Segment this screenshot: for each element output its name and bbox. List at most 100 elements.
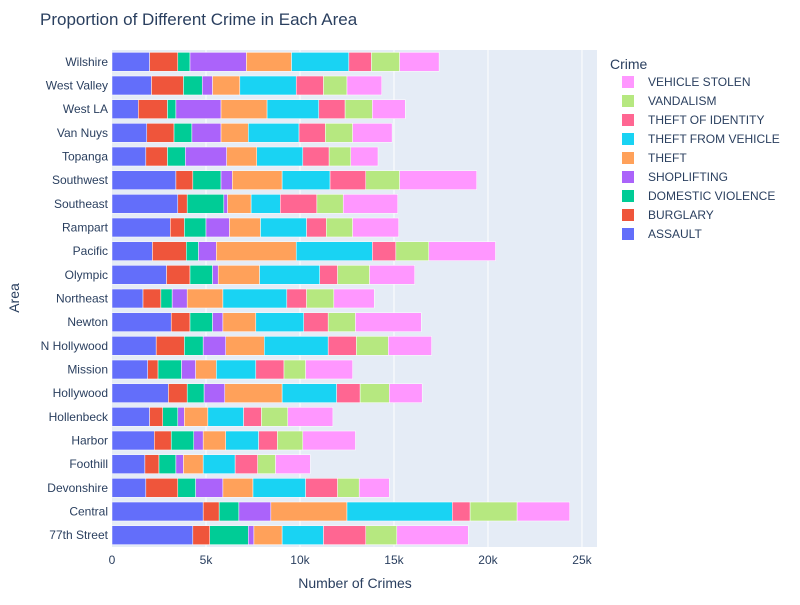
bar-segment xyxy=(277,430,304,451)
bar-segment xyxy=(226,146,257,167)
y-tick-label: Mission xyxy=(67,363,108,377)
bar-segment xyxy=(111,312,172,332)
bars xyxy=(111,52,570,545)
y-tick-label: Southeast xyxy=(54,197,109,211)
bar-segment xyxy=(151,75,184,96)
bar-segment xyxy=(170,217,185,238)
bar-segment xyxy=(218,501,240,522)
bar-segment xyxy=(146,123,175,143)
bar-segment xyxy=(372,241,397,261)
bar-segment xyxy=(170,312,191,332)
bar-segment xyxy=(220,99,268,119)
bar-segment xyxy=(232,170,283,190)
bar-segment xyxy=(516,501,570,522)
bar-segment xyxy=(279,194,318,214)
bar-segment xyxy=(319,265,338,285)
bar-segment xyxy=(365,170,400,190)
legend-label: THEFT FROM VEHICLE xyxy=(648,132,780,146)
bar-segment xyxy=(225,430,259,451)
bar-segment xyxy=(248,123,300,143)
bar-segment xyxy=(306,217,327,238)
bar-segment xyxy=(144,454,160,474)
bar-segment xyxy=(154,430,172,451)
bar-segment xyxy=(111,265,167,285)
bar-segment xyxy=(286,288,307,309)
legend-label: THEFT xyxy=(648,151,687,165)
bar-segment xyxy=(344,99,373,119)
bar-segment xyxy=(145,146,168,167)
bar-segment xyxy=(281,383,337,403)
y-tick-label: Olympic xyxy=(65,268,108,282)
bar-segment xyxy=(202,501,220,522)
bar-segment xyxy=(186,288,224,309)
bar-segment xyxy=(111,525,194,545)
bar-segment xyxy=(111,123,148,143)
y-tick-label: N Hollywood xyxy=(41,339,108,353)
y-tick-label: Harbor xyxy=(71,434,108,448)
bar-segment xyxy=(184,336,204,356)
bar-segment xyxy=(166,265,191,285)
y-tick-label: West LA xyxy=(63,102,108,116)
bar-segment xyxy=(111,407,150,427)
bar-segment xyxy=(142,288,162,309)
bar-segment xyxy=(303,312,329,332)
bar-segment xyxy=(175,170,194,190)
bar-segment xyxy=(149,52,179,72)
bar-segment xyxy=(209,525,249,545)
bar-segment xyxy=(175,99,222,119)
bar-segment xyxy=(177,407,185,427)
bar-segment xyxy=(111,241,153,261)
bar-segment xyxy=(295,241,373,261)
bar-segment xyxy=(222,478,254,498)
y-tick-label: Northeast xyxy=(56,292,109,306)
bar-segment xyxy=(171,288,188,309)
legend: Crime VEHICLE STOLEN VANDALISM THEFT OF ID… xyxy=(610,56,780,241)
bar-segment xyxy=(175,454,184,474)
legend-label: VANDALISM xyxy=(648,94,716,108)
bar-segment xyxy=(275,454,311,474)
bar-segment xyxy=(266,99,320,119)
bar-segment xyxy=(111,430,155,451)
legend-swatch xyxy=(622,114,634,126)
bar-segment xyxy=(452,501,471,522)
y-tick-label: Van Nuys xyxy=(57,126,108,140)
chart-title: Proportion of Different Crime in Each Ar… xyxy=(40,10,358,29)
bar-segment xyxy=(396,525,469,545)
bar-segment xyxy=(170,430,195,451)
bar-segment xyxy=(399,170,477,190)
y-axis-title: Area xyxy=(6,283,22,313)
bar-segment xyxy=(152,241,187,261)
bar-segment xyxy=(323,75,348,96)
legend-swatch xyxy=(622,152,634,164)
bar-segment xyxy=(259,265,320,285)
bar-segment xyxy=(239,75,297,96)
bar-segment xyxy=(257,454,276,474)
bar-segment xyxy=(326,217,353,238)
bar-segment xyxy=(111,75,152,96)
bar-segment xyxy=(318,99,346,119)
legend-swatch xyxy=(622,95,634,107)
bar-segment xyxy=(198,241,217,261)
bar-segment xyxy=(158,454,177,474)
x-tick-label: 0 xyxy=(109,553,116,567)
bar-segment xyxy=(281,170,331,190)
bar-segment xyxy=(202,430,226,451)
bar-segment xyxy=(186,194,225,214)
bar-segment xyxy=(281,525,324,545)
bar-segment xyxy=(389,383,423,403)
bar-segment xyxy=(355,312,422,332)
bar-segment xyxy=(220,123,249,143)
bar-segment xyxy=(157,359,182,380)
bar-segment xyxy=(147,359,159,380)
bar-segment xyxy=(184,217,207,238)
bar-segment xyxy=(111,336,157,356)
bar-segment xyxy=(111,194,179,214)
bar-segment xyxy=(222,312,257,332)
bar-segment xyxy=(177,194,188,214)
y-tick-label: Wilshire xyxy=(65,55,108,69)
x-tick-label: 20k xyxy=(478,553,498,567)
bar-segment xyxy=(155,336,185,356)
bar-segment xyxy=(183,454,204,474)
bar-segment xyxy=(162,407,179,427)
bar-segment xyxy=(167,146,186,167)
